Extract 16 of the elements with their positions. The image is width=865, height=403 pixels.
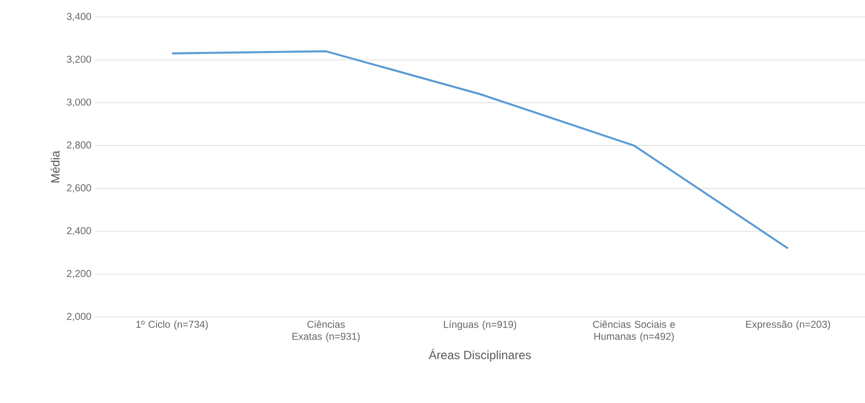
- y-tick-label: 2,600: [66, 184, 92, 193]
- x-tick-label: 1º Ciclo (n=734): [136, 320, 208, 330]
- x-tick-label: Ciências Sociais e Humanas (n=492): [593, 320, 675, 342]
- y-tick-label: 2,000: [66, 312, 92, 322]
- y-tick-label: 3,200: [66, 56, 92, 64]
- y-tick-label: 3,000: [66, 98, 92, 107]
- x-tick-label: Línguas (n=919): [444, 320, 516, 330]
- x-tick-label: Expressão (n=203): [746, 320, 830, 330]
- x-tick-label: Ciências Exatas (n=931): [292, 320, 360, 342]
- x-axis-title: Áreas Disciplinares: [428, 348, 531, 362]
- y-tick-label: 3,400: [66, 12, 92, 22]
- y-tick-label: 2,400: [66, 227, 92, 236]
- y-tick-label: 2,800: [66, 141, 92, 150]
- line-series: [171, 50, 789, 250]
- y-axis-title: Média: [50, 150, 60, 182]
- y-tick-label: 2,200: [66, 270, 92, 278]
